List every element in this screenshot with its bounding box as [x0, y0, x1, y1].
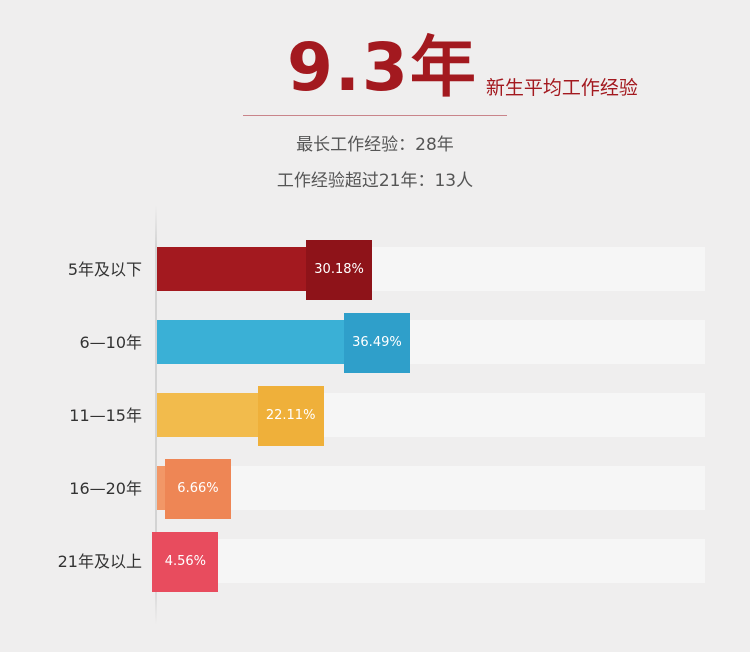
- category-label: 21年及以上: [57, 552, 142, 571]
- headline-divider: [243, 115, 507, 116]
- bar-track: [157, 466, 705, 510]
- chart-row: 5年及以下 30.18%: [0, 240, 750, 300]
- value-label: 30.18%: [306, 240, 373, 300]
- category-label: 16—20年: [69, 479, 142, 498]
- average-experience-value: 9.3年: [287, 29, 478, 106]
- category-label: 5年及以下: [67, 260, 142, 279]
- chart-axis-line: [155, 205, 157, 625]
- value-label: 22.11%: [257, 386, 324, 446]
- bar-track: [157, 539, 705, 583]
- chart-row: 6—10年 36.49%: [0, 313, 750, 373]
- value-label: 4.56%: [152, 532, 219, 592]
- value-label: 6.66%: [164, 459, 231, 519]
- category-label: 6—10年: [79, 333, 142, 352]
- category-label: 11—15年: [69, 406, 142, 425]
- average-experience-caption: 新生平均工作经验: [485, 77, 638, 99]
- max-experience-text: 最长工作经验：28年: [296, 135, 454, 155]
- headline: 9.3年 新生平均工作经验: [287, 28, 638, 108]
- over-21-years-text: 工作经验超过21年：13人: [276, 171, 474, 191]
- chart-row: 16—20年 6.66%: [0, 459, 750, 519]
- chart-row: 11—15年 22.11%: [0, 386, 750, 446]
- bar: [157, 320, 376, 364]
- chart-row: 21年及以上 4.56%: [0, 532, 750, 592]
- value-label: 36.49%: [343, 313, 410, 373]
